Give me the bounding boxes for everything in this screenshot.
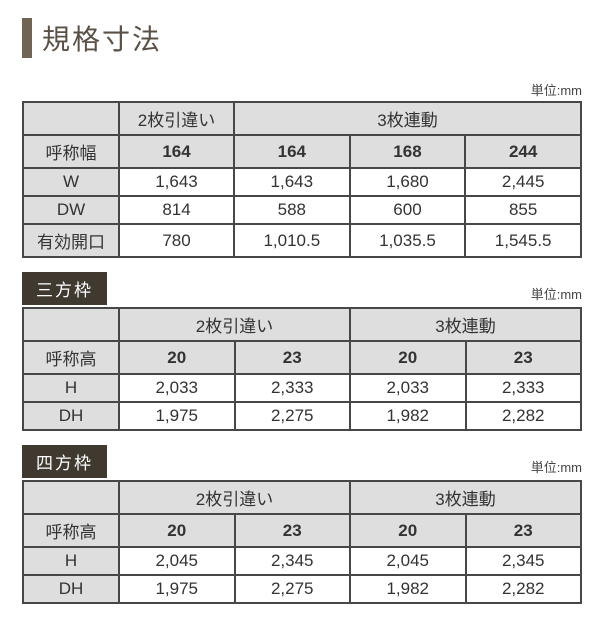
col-header: 244 bbox=[465, 135, 581, 168]
cell: 1,982 bbox=[350, 575, 466, 603]
unit-label: 単位:mm bbox=[531, 284, 582, 303]
cell: 2,033 bbox=[350, 374, 466, 402]
col-header: 164 bbox=[119, 135, 234, 168]
cell: 1,975 bbox=[119, 575, 235, 603]
row-label: 有効開口 bbox=[23, 224, 119, 257]
cell: 2,033 bbox=[119, 374, 235, 402]
row-label: 呼称幅 bbox=[23, 135, 119, 168]
cell: 588 bbox=[234, 196, 350, 224]
cell: 2,045 bbox=[350, 547, 466, 575]
group-header-b: 3枚連動 bbox=[350, 481, 581, 514]
spec-table-width: 2枚引違い 3枚連動 呼称幅 164 164 168 244 W 1,643 1… bbox=[22, 101, 582, 258]
group-header-b: 3枚連動 bbox=[234, 102, 581, 135]
cell: 780 bbox=[119, 224, 234, 257]
section-badge-3side: 三方枠 bbox=[22, 272, 107, 305]
row-label: DH bbox=[23, 575, 119, 603]
cell: 1,010.5 bbox=[234, 224, 350, 257]
col-header: 23 bbox=[466, 341, 582, 374]
col-header: 20 bbox=[119, 341, 235, 374]
cell: 1,035.5 bbox=[350, 224, 466, 257]
cell: 2,345 bbox=[466, 547, 582, 575]
section-badge-4side: 四方枠 bbox=[22, 445, 107, 478]
col-header: 168 bbox=[350, 135, 466, 168]
cell: 2,275 bbox=[235, 402, 351, 430]
row-label: DH bbox=[23, 402, 119, 430]
cell: 2,345 bbox=[235, 547, 351, 575]
row-label: H bbox=[23, 374, 119, 402]
cell: 2,445 bbox=[465, 168, 581, 196]
cell: 2,282 bbox=[466, 402, 582, 430]
cell: 1,643 bbox=[119, 168, 234, 196]
row-label: W bbox=[23, 168, 119, 196]
spec-table-3side: 2枚引違い 3枚連動 呼称高 20 23 20 23 H 2,033 2,333… bbox=[22, 307, 582, 431]
cell: 2,333 bbox=[466, 374, 582, 402]
col-header: 23 bbox=[466, 514, 582, 547]
corner-cell bbox=[23, 102, 119, 135]
group-header-b: 3枚連動 bbox=[350, 308, 581, 341]
group-header-a: 2枚引違い bbox=[119, 102, 234, 135]
col-header: 20 bbox=[350, 341, 466, 374]
cell: 814 bbox=[119, 196, 234, 224]
corner-cell bbox=[23, 308, 119, 341]
row-label: 呼称高 bbox=[23, 514, 119, 547]
col-header: 20 bbox=[350, 514, 466, 547]
col-header: 23 bbox=[235, 341, 351, 374]
page-title: 規格寸法 bbox=[22, 18, 582, 58]
cell: 1,982 bbox=[350, 402, 466, 430]
cell: 1,545.5 bbox=[465, 224, 581, 257]
cell: 1,680 bbox=[350, 168, 466, 196]
group-header-a: 2枚引違い bbox=[119, 481, 350, 514]
corner-cell bbox=[23, 481, 119, 514]
unit-label: 単位:mm bbox=[531, 457, 582, 476]
row-label: DW bbox=[23, 196, 119, 224]
row-label: H bbox=[23, 547, 119, 575]
col-header: 20 bbox=[119, 514, 235, 547]
cell: 2,333 bbox=[235, 374, 351, 402]
spec-table-4side: 2枚引違い 3枚連動 呼称高 20 23 20 23 H 2,045 2,345… bbox=[22, 480, 582, 604]
cell: 1,643 bbox=[234, 168, 350, 196]
col-header: 164 bbox=[234, 135, 350, 168]
col-header: 23 bbox=[235, 514, 351, 547]
unit-label: 単位:mm bbox=[22, 80, 582, 99]
cell: 600 bbox=[350, 196, 466, 224]
cell: 2,282 bbox=[466, 575, 582, 603]
cell: 855 bbox=[465, 196, 581, 224]
cell: 1,975 bbox=[119, 402, 235, 430]
cell: 2,275 bbox=[235, 575, 351, 603]
cell: 2,045 bbox=[119, 547, 235, 575]
row-label: 呼称高 bbox=[23, 341, 119, 374]
group-header-a: 2枚引違い bbox=[119, 308, 350, 341]
